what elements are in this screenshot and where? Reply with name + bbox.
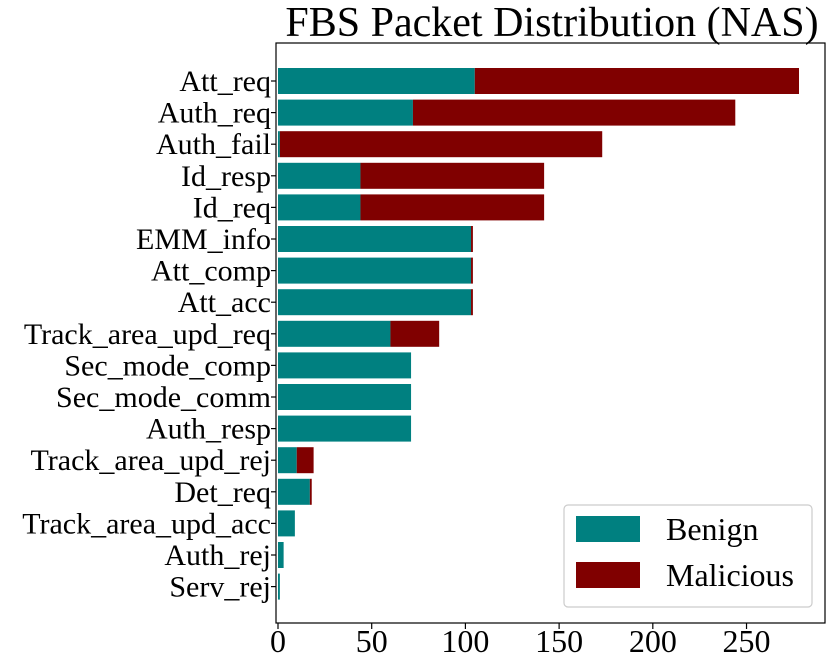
bar-benign-id-resp [278,162,361,189]
category-labels-group: Att_reqAuth_reqAuth_failId_respId_reqEMM… [22,65,276,604]
x-tick-label: 50 [356,623,388,659]
bar-malicious-det-req [309,478,312,505]
x-tick-label: 0 [270,623,286,659]
bar-benign-att-req [278,68,475,94]
x-tick-label: 250 [723,623,771,659]
bar-malicious-track-area-upd-req [390,320,440,347]
category-label: Auth_rej [164,539,271,572]
category-label: Att_acc [178,286,271,319]
category-label: Att_req [179,65,271,98]
bar-malicious-auth-req [412,99,736,126]
bar-benign-auth-req [278,99,413,126]
bar-benign-track-area-upd-rej [278,447,297,474]
bar-benign-auth-rej [278,542,284,568]
bar-malicious-att-comp [471,257,473,284]
bar-benign-id-req [278,194,361,221]
x-tick-label: 150 [535,623,583,659]
bar-benign-sec-mode-comp [278,352,412,379]
category-label: Id_resp [181,160,271,193]
bar-benign-auth-fail [278,131,280,158]
bar-benign-att-acc [278,289,472,316]
x-ticks-group: 0 50 100 150 200 250 [270,623,771,659]
category-label: Serv_rej [169,571,271,604]
bar-malicious-track-area-upd-rej [296,447,314,474]
bar-benign-emm-info [278,226,472,252]
bar-malicious-att-acc [471,289,473,316]
category-label: Sec_mode_comm [56,381,271,414]
legend-label-malicious: Malicious [666,557,794,593]
legend-swatch-benign [576,516,640,542]
category-label: Att_comp [151,255,271,288]
bar-benign-sec-mode-comm [278,384,412,410]
category-label: Sec_mode_comp [64,349,271,382]
bar-benign-det-req [278,478,310,505]
category-label: Det_req [174,476,271,509]
bar-benign-track-area-upd-req [278,320,391,347]
x-tick-label: 200 [629,623,677,659]
category-label: Auth_req [158,97,271,130]
bar-malicious-id-req [360,194,545,221]
bars-group [278,68,799,600]
bar-malicious-emm-info [471,226,473,252]
category-label: EMM_info [136,223,271,256]
bar-benign-serv-rej [278,573,280,600]
legend: Benign Malicious [563,504,813,608]
bar-malicious-att-req [474,68,799,94]
chart-title: FBS Packet Distribution (NAS) [285,0,818,46]
bar-malicious-auth-fail [279,131,603,158]
category-label: Id_req [193,191,271,224]
x-tick-label: 100 [441,623,489,659]
category-label: Track_area_upd_req [24,318,271,351]
bar-benign-auth-resp [278,415,412,442]
category-label: Track_area_upd_acc [22,507,271,540]
bar-benign-track-area-upd-acc [278,510,295,537]
category-label: Auth_fail [156,128,271,161]
legend-label-benign: Benign [666,511,758,547]
bar-malicious-id-resp [360,162,545,189]
category-label: Track_area_upd_rej [31,444,271,477]
bar-benign-att-comp [278,257,472,284]
category-label: Auth_resp [146,413,271,446]
plot-frame [275,42,826,624]
legend-swatch-malicious [576,562,640,588]
